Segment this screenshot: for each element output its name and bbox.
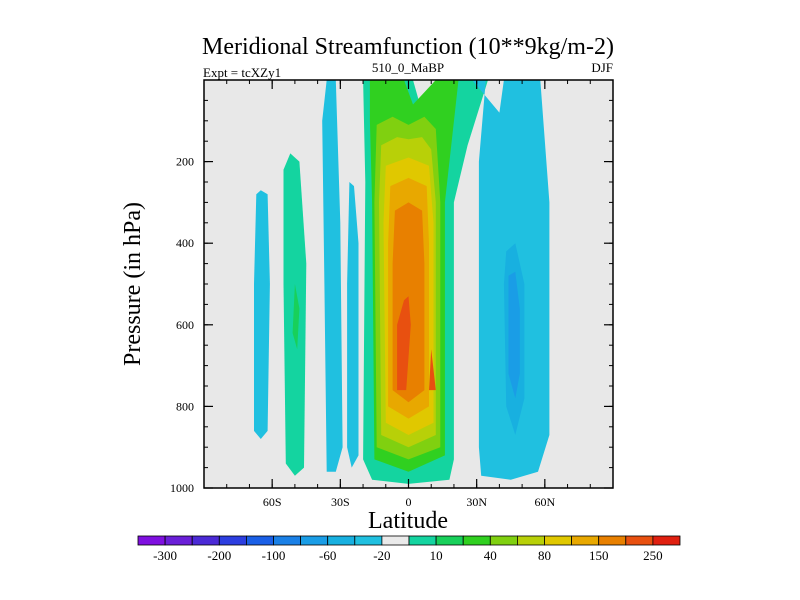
colorbar-box <box>544 535 573 546</box>
colorbar-box <box>191 535 220 546</box>
colorbar-label: 80 <box>538 548 551 563</box>
colorbar-box <box>354 535 383 546</box>
x-tick-label: 60N <box>534 495 555 509</box>
contour-neg-band-50s-inner <box>292 284 300 350</box>
colorbar-label: 250 <box>643 548 663 563</box>
colorbar-box <box>300 535 329 546</box>
colorbar: -300 -200 -100 -60 -20 10 40 80 150 250 <box>137 535 681 563</box>
colorbar-label: 150 <box>589 548 609 563</box>
y-axis-label: Pressure (in hPa) <box>120 202 146 366</box>
colorbar-box <box>273 535 302 546</box>
colorbar-label: 10 <box>430 548 443 563</box>
y-tick-label: 200 <box>176 155 194 169</box>
colorbar-box <box>327 535 356 546</box>
x-tick-label: 30S <box>331 495 350 509</box>
season-label: DJF <box>591 60 613 75</box>
contour-regions <box>254 80 550 484</box>
colorbar-label: -60 <box>319 548 336 563</box>
y-tick-label: 600 <box>176 318 194 332</box>
colorbar-box <box>489 535 518 546</box>
contour-neg-band-60s <box>254 190 270 439</box>
colorbar-box <box>218 535 247 546</box>
period-label: 510_0_MaBP <box>372 60 444 75</box>
axis-ticks: 60S 30S 0 30N 60N 200 400 600 800 1000 <box>170 80 613 509</box>
contour-hadley-200 <box>397 296 411 391</box>
contour-ferrel-n-40 <box>508 271 520 399</box>
x-tick-label: 30N <box>466 495 487 509</box>
colorbar-label: 40 <box>484 548 497 563</box>
colorbar-box <box>137 535 166 546</box>
chart-title: Meridional Streamfunction (10**9kg/m-2) <box>202 34 614 60</box>
y-tick-label: 400 <box>176 236 194 250</box>
experiment-label: Expt = tcXZy1 <box>203 65 281 80</box>
y-tick-label: 1000 <box>170 481 194 495</box>
colorbar-label: -200 <box>207 548 231 563</box>
y-tick-label: 800 <box>176 399 194 413</box>
contour-neg-band-35s <box>322 80 343 472</box>
colorbar-box <box>571 535 600 546</box>
colorbar-box <box>625 535 654 546</box>
colorbar-box <box>652 535 681 546</box>
colorbar-box <box>598 535 627 546</box>
colorbar-box <box>408 535 437 546</box>
contour-neg-band-28s <box>347 182 359 468</box>
x-tick-label: 0 <box>406 495 412 509</box>
colorbar-box <box>462 535 491 546</box>
colorbar-box <box>517 535 545 546</box>
colorbar-label: -100 <box>262 548 286 563</box>
colorbar-label: -300 <box>153 548 177 563</box>
x-axis-label: Latitude <box>368 508 448 534</box>
x-tick-label: 60S <box>263 495 282 509</box>
colorbar-box <box>164 535 193 546</box>
colorbar-label: -20 <box>373 548 390 563</box>
colorbar-box <box>435 535 464 546</box>
contour-hadley-200-b <box>429 349 436 391</box>
colorbar-box <box>381 535 410 546</box>
colorbar-box <box>245 535 274 546</box>
